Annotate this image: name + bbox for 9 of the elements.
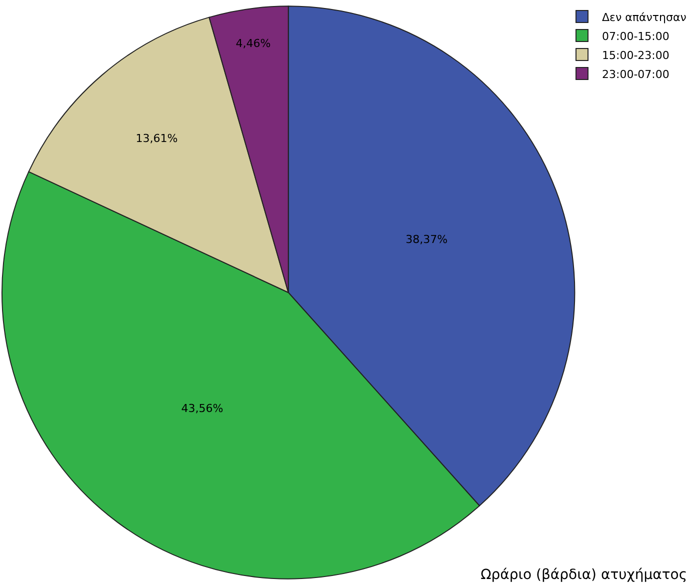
- text: Ωράριο (βάρδια) ατυχήματος: [480, 567, 688, 584]
- data-label: 13,61%: [136, 132, 178, 146]
- legend-label: 07:00-15:00: [602, 30, 670, 43]
- data-label: 4,46%: [236, 37, 271, 50]
- legend-label: 15:00-23:00: [602, 48, 670, 62]
- data-label: 38,37%: [406, 233, 448, 246]
- legend-label: Δεν απάντησαν: [602, 10, 686, 24]
- legend-label: 23:00-07:00: [602, 68, 670, 81]
- data-label: 43,56%: [181, 402, 224, 416]
